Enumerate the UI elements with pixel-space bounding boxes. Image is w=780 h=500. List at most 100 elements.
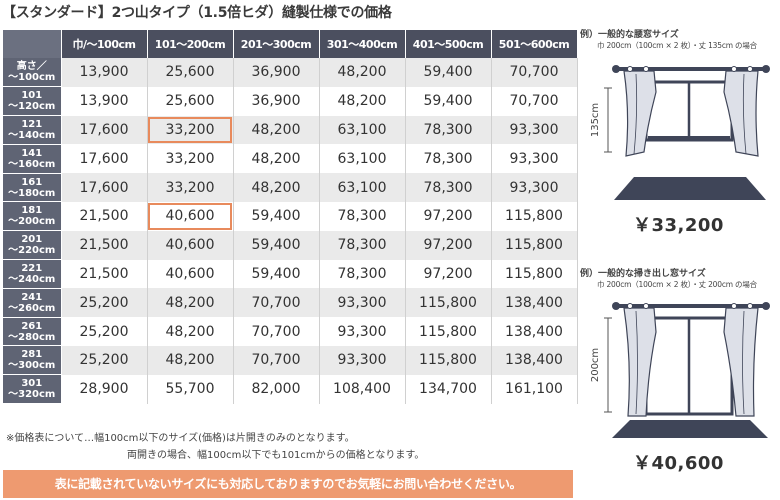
row-height-label: 201 〜220cm [3,230,62,261]
price-cell: 36,900 [233,86,320,116]
price-value: 115,800 [505,265,563,282]
price-cell: 115,800 [491,259,578,289]
price-value: 97,200 [423,237,473,254]
price-value: 138,400 [505,323,563,340]
price-cell: 97,200 [405,201,492,231]
price-cell: 70,700 [233,345,320,375]
price-cell: 78,300 [405,144,492,174]
price-cell: 17,600 [61,115,148,145]
row-height-label: 301 〜320cm [3,374,62,405]
row-label-line: 〜180cm [8,187,56,199]
price-value: 21,500 [79,208,129,225]
price-cell: 25,600 [147,58,234,87]
price-cell: 21,500 [61,230,148,260]
price-value: 59,400 [251,208,301,225]
price-cell: 25,200 [61,288,148,318]
price-cell: 55,700 [147,374,234,404]
row-label-line: 〜140cm [8,129,56,141]
price-value: 48,200 [251,121,301,138]
price-value: 70,700 [509,93,559,110]
price-cell: 48,200 [233,144,320,174]
price-cell: 59,400 [405,86,492,116]
price-cell: 21,500 [61,201,148,231]
example2-height-label: 200cm [590,348,601,382]
table-row: 201 〜220cm 21,500 40,600 59,400 78,300 97,200 1… [3,230,578,261]
price-value: 93,300 [337,323,387,340]
price-value: 70,700 [509,64,559,81]
price-cell: 82,000 [233,374,320,404]
example1-title: 例）一般的な腰窓サイズ [580,30,679,40]
price-value: 78,300 [423,179,473,196]
example2-title: 例）一般的な掃き出し窓サイズ [580,269,706,279]
row-label-line: 221 [21,262,43,274]
price-cell: 134,700 [405,374,492,404]
table-row: 261 〜280cm 25,200 48,200 70,700 93,300 115,800… [3,317,578,347]
table-row: 221 〜240cm 21,500 40,600 59,400 78,300 97,200 1… [3,259,578,289]
table-row: 101 〜120cm 13,900 25,600 36,900 48,200 59,400 7… [3,86,578,117]
highlighted-price-cell: 40,600 [147,201,234,231]
price-value: 48,200 [251,150,301,167]
price-value: 48,200 [165,352,215,369]
price-value: 70,700 [251,352,301,369]
price-cell: 40,600 [147,230,234,260]
price-value: 40,600 [165,208,215,225]
row-label-line: 〜280cm [8,331,56,343]
price-value: 161,100 [505,381,563,398]
price-cell: 25,200 [61,317,148,346]
price-value: 115,800 [419,294,477,311]
price-value: 70,700 [251,323,301,340]
price-value: 115,800 [505,237,563,254]
row-height-label: 281 〜300cm [3,345,62,376]
row-height-label: 221 〜240cm [3,259,62,289]
price-value: 17,600 [79,179,129,196]
price-cell: 17,600 [61,144,148,174]
price-cell: 13,900 [61,86,148,116]
price-value: 78,300 [423,150,473,167]
row-label-line: 261 [21,320,43,332]
price-value: 138,400 [505,294,563,311]
price-value: 40,600 [165,237,215,254]
price-value: 78,300 [337,208,387,225]
price-value: 93,300 [509,150,559,167]
price-cell: 48,200 [319,86,406,116]
price-value: 63,100 [337,121,387,138]
price-cell: 33,200 [147,173,234,202]
price-value: 13,900 [79,64,129,81]
price-cell: 70,700 [491,58,578,87]
price-cell: 63,100 [319,173,406,202]
price-cell: 21,500 [61,259,148,289]
price-cell: 97,200 [405,259,492,289]
price-value: 115,800 [419,323,477,340]
row-label-line: 〜100cm [8,72,56,84]
price-cell: 161,100 [491,374,578,404]
price-value: 25,200 [79,352,129,369]
price-cell: 17,600 [61,173,148,202]
price-value: 48,200 [165,323,215,340]
price-cell: 48,200 [233,115,320,145]
row-label-line: 〜240cm [8,273,56,285]
price-value: 115,800 [505,208,563,225]
price-value: 82,000 [251,381,301,398]
price-cell: 36,900 [233,58,320,87]
price-cell: 93,300 [491,173,578,202]
row-height-label: 241 〜260cm [3,288,62,318]
price-cell: 59,400 [233,201,320,231]
price-value: 78,300 [337,265,387,282]
row-height-label: 141 〜160cm [3,144,62,174]
price-cell: 78,300 [319,259,406,289]
price-value: 33,200 [165,179,215,196]
row-label-line: 241 [21,291,43,303]
price-value: 138,400 [505,352,563,369]
row-label-line: 〜220cm [8,245,56,257]
price-cell: 25,600 [147,86,234,116]
example2-price: ￥40,600 [633,453,724,474]
row-label-line: 〜300cm [8,360,56,372]
price-value: 78,300 [337,237,387,254]
row-label-line: 高さ／ [16,61,47,73]
price-value: 13,900 [79,93,129,110]
price-cell: 59,400 [405,58,492,87]
price-cell: 78,300 [405,115,492,145]
column-header: 101〜200cm [147,30,234,58]
price-value: 21,500 [79,237,129,254]
price-cell: 13,900 [61,58,148,87]
